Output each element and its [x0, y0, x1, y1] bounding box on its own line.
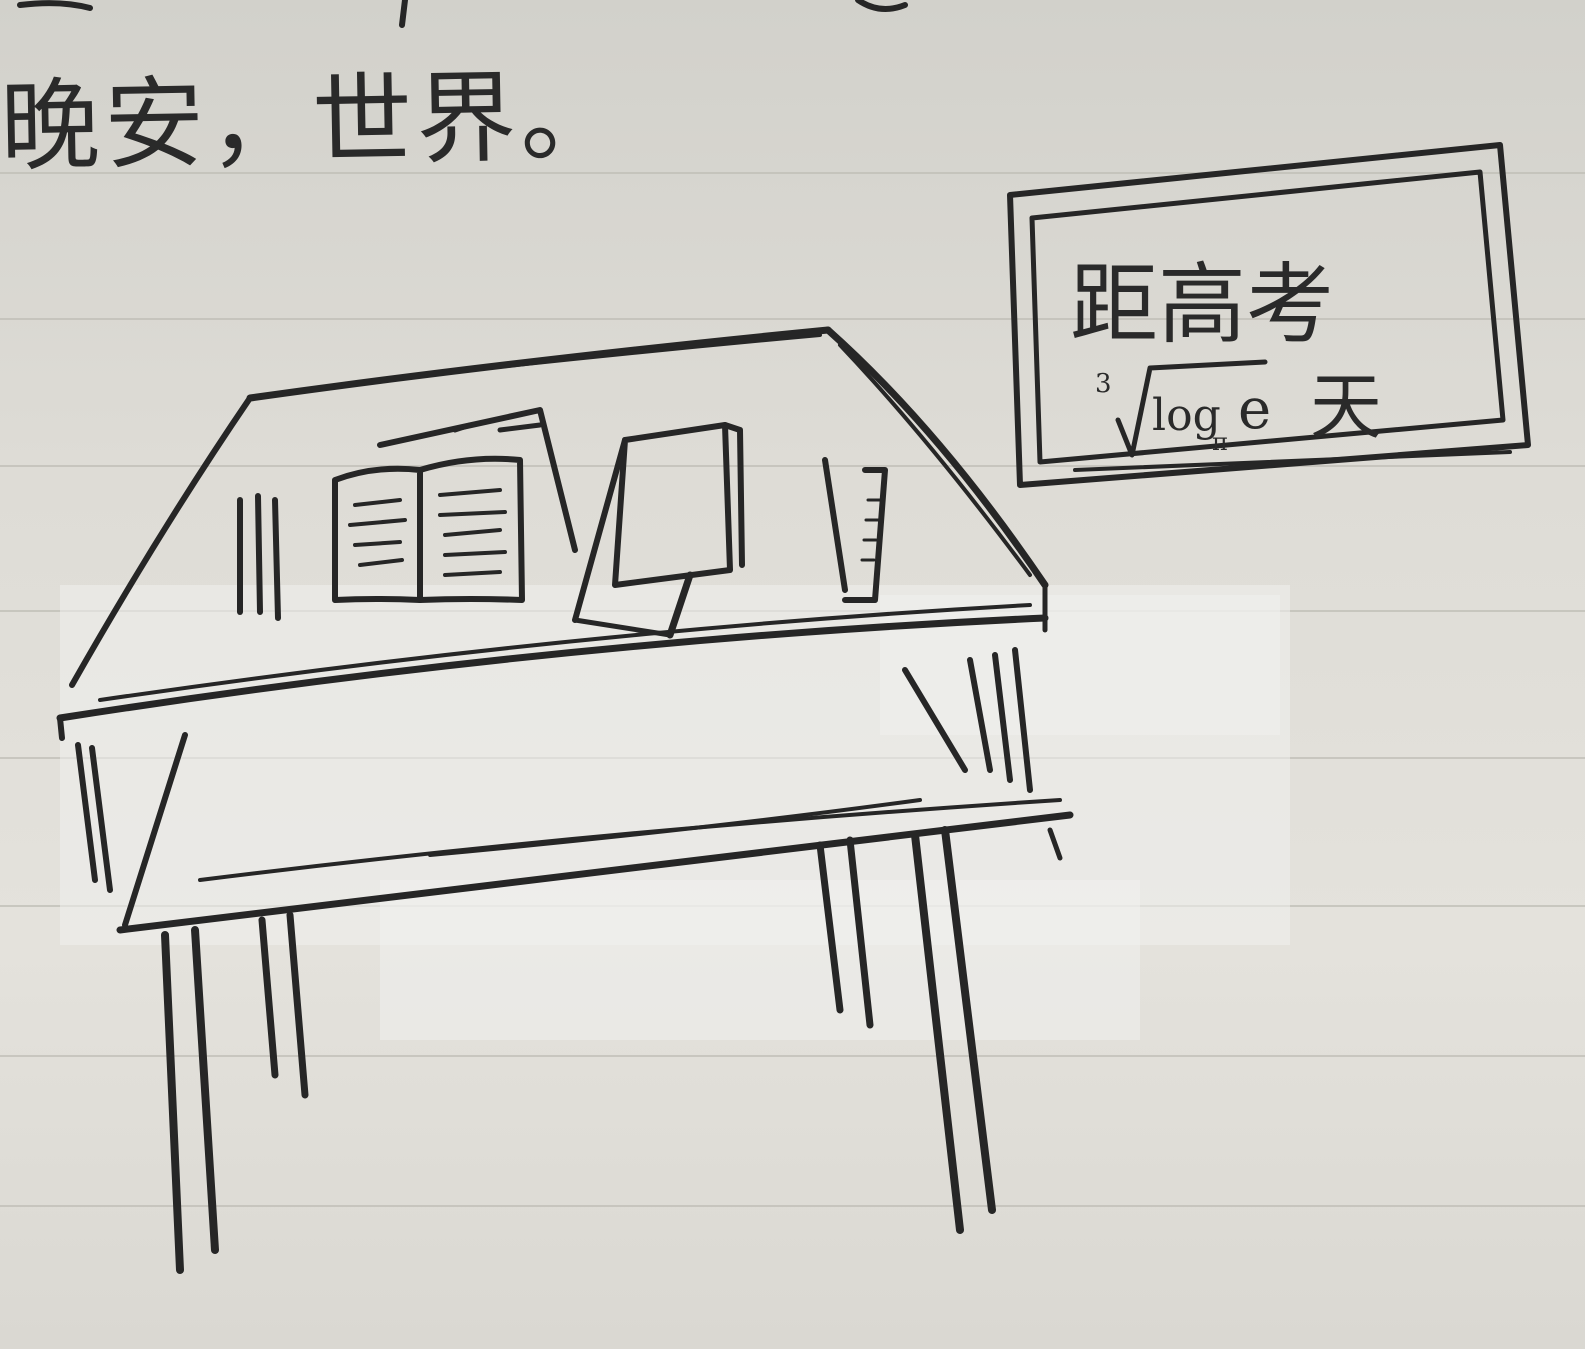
desk-items	[237, 407, 888, 639]
desk-side-line	[902, 667, 968, 773]
desk-top-front-edge	[56, 614, 1049, 722]
board-inner-frame	[1029, 169, 1506, 465]
desk-top-right-edge	[824, 326, 1049, 589]
scribble-mark	[17, 0, 93, 11]
monitor-stand	[666, 571, 694, 639]
ruled-line	[0, 318, 1585, 320]
desk-corner-post	[75, 742, 98, 883]
monitor-back-leg	[572, 437, 628, 623]
desk-leg-back-right-inner	[846, 836, 874, 1029]
countdown-board: 距高考 3 log π e 天	[1007, 142, 1531, 488]
tape-patch	[380, 880, 1140, 1040]
board-outer-frame	[1007, 142, 1531, 488]
desk-side-line	[992, 652, 1013, 783]
book-spine-line	[255, 493, 263, 615]
desk-panel-bottom-edge	[116, 811, 1074, 934]
desk-panel-corner	[1047, 827, 1063, 861]
monitor-side	[722, 422, 745, 568]
ruler-ticks	[860, 498, 882, 562]
desk-panel-diagonal	[122, 732, 188, 928]
desk-corner-post	[89, 745, 113, 893]
desk-leg-front-left	[161, 931, 184, 1274]
book-spine-line	[272, 497, 281, 621]
desk-side-line	[1012, 647, 1033, 793]
open-book-text-lines	[348, 498, 407, 567]
ruler-body	[842, 467, 888, 603]
ruled-line	[0, 172, 1585, 174]
radical-sign	[1115, 359, 1268, 458]
desk-side-line	[967, 657, 993, 773]
ruler-edge	[822, 457, 848, 593]
stacked-book-top	[377, 407, 578, 553]
open-book-left-page	[332, 465, 423, 603]
open-book-text-lines	[438, 488, 507, 577]
countdown-unit: 天	[1310, 365, 1382, 449]
monitor-screen	[612, 422, 733, 588]
root-index: 3	[1095, 369, 1112, 399]
desk-leg-front-right-inner	[941, 826, 996, 1214]
ruled-line	[0, 465, 1585, 467]
desk-leg-back-left-inner	[286, 911, 309, 1099]
desk-leg-back-left	[258, 916, 279, 1079]
open-book-right-page	[417, 455, 525, 603]
log-base: π	[1212, 428, 1228, 456]
desk	[56, 326, 1074, 1274]
desk-top-back-edge-sketch	[378, 333, 822, 382]
desk-top-left-edge	[69, 395, 253, 688]
ruled-line	[0, 1205, 1585, 1207]
scribble-mark	[855, 0, 908, 12]
desk-top-right-edge-sketch	[838, 343, 1032, 577]
monitor-base	[572, 617, 673, 638]
tape-patch	[880, 595, 1280, 735]
desk-top-front-edge-sketch	[98, 603, 1032, 702]
ruled-line	[0, 1055, 1585, 1057]
board-chalk-tray	[1073, 450, 1512, 472]
scribble-mark	[399, 0, 408, 28]
desk-leg-front-left-inner	[191, 926, 219, 1254]
desk-panel-left	[57, 715, 65, 741]
desk-panel-sketch	[428, 798, 922, 857]
desk-leg-back-right	[816, 841, 844, 1014]
board-headline: 距高考	[1070, 253, 1334, 356]
desk-leg-front-right	[911, 831, 964, 1234]
log-argument: e	[1238, 377, 1271, 442]
stacked-book-line	[452, 422, 543, 433]
log-word: log	[1152, 390, 1221, 441]
